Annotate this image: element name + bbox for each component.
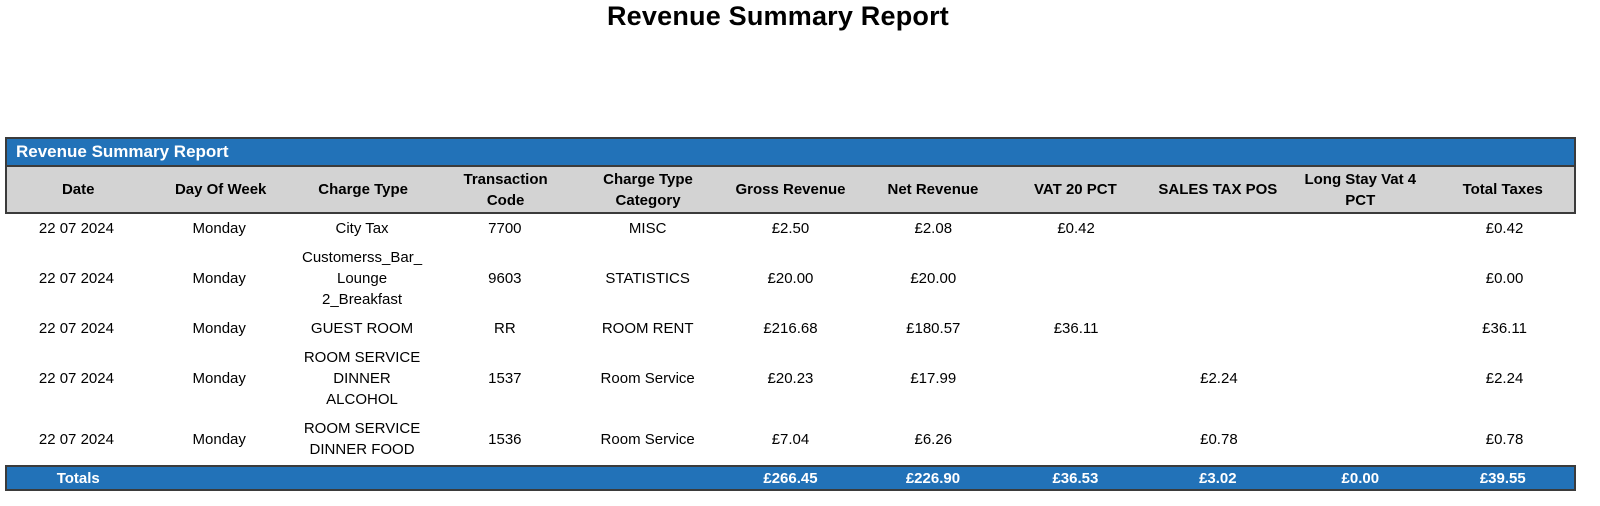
cell-transaction-code: 7700: [488, 220, 522, 237]
cell-vat-20-pct: £0.42: [1057, 220, 1095, 237]
col-header-date: Date: [61, 181, 95, 198]
totals-row: Totals £266.45 £226.90 £36.53 £3.02 £0.0…: [5, 465, 1576, 491]
cell-day-of-week: Monday: [192, 430, 246, 448]
cell-charge-type-category: Room Service: [600, 370, 695, 387]
totals-total-taxes: £39.55: [1479, 469, 1526, 487]
cell-charge-type: GUEST ROOM: [310, 320, 414, 337]
totals-vat-20-pct: £36.53: [1052, 469, 1099, 487]
cell-net-revenue: £17.99: [910, 370, 957, 387]
cell-charge-type: City Tax: [335, 220, 389, 237]
cell-charge-type: ROOM SERVICE DINNER FOOD: [303, 420, 421, 458]
cell-net-revenue: £20.00: [910, 270, 957, 287]
cell-sales-tax-pos: £0.78: [1200, 430, 1238, 448]
cell-transaction-code: RR: [494, 320, 516, 337]
cell-gross-revenue: £20.23: [767, 370, 814, 387]
cell-total-taxes: £0.00: [1485, 270, 1524, 287]
cell-date: 22 07 2024: [38, 320, 114, 337]
col-header-net-revenue: Net Revenue: [887, 181, 979, 198]
cell-transaction-code: 1536: [488, 430, 522, 448]
table-title-bar: Revenue Summary Report: [7, 139, 1574, 167]
table-head-block: Revenue Summary Report Date Day Of Week …: [5, 137, 1576, 214]
cell-net-revenue: £2.08: [914, 220, 953, 237]
cell-total-taxes: £36.11: [1482, 320, 1527, 337]
cell-transaction-code: 9603: [488, 270, 522, 287]
table-body: 22 07 2024 Monday City Tax 7700 MISC £2.…: [5, 214, 1576, 464]
cell-net-revenue: £6.26: [914, 430, 953, 448]
cell-net-revenue: £180.57: [906, 320, 961, 337]
totals-gross-revenue: £266.45: [763, 469, 818, 487]
totals-sales-tax-pos: £3.02: [1199, 469, 1237, 487]
cell-total-taxes: £2.24: [1485, 370, 1524, 387]
table-header-row: Date Day Of Week Charge Type Transaction…: [7, 167, 1574, 212]
cell-gross-revenue: £216.68: [763, 320, 818, 337]
table-row: 22 07 2024 Monday ROOM SERVICE DINNER AL…: [5, 343, 1576, 414]
col-header-vat-20-pct: VAT 20 PCT: [1034, 181, 1117, 198]
totals-label: Totals: [56, 469, 100, 487]
col-header-long-stay-vat-4-pct: Long Stay Vat 4 PCT: [1304, 170, 1417, 209]
table-row: 22 07 2024 Monday ROOM SERVICE DINNER FO…: [5, 414, 1576, 464]
revenue-summary-table: Revenue Summary Report Date Day Of Week …: [5, 137, 1576, 491]
table-title: Revenue Summary Report: [16, 142, 229, 161]
cell-vat-20-pct: £36.11: [1053, 320, 1099, 337]
cell-gross-revenue: £20.00: [767, 270, 814, 287]
cell-day-of-week: Monday: [192, 370, 246, 387]
col-header-charge-type-category: Charge Type Category: [603, 170, 693, 209]
cell-date: 22 07 2024: [38, 430, 114, 448]
table-row: 22 07 2024 Monday Customerss_Bar_ Lounge…: [5, 243, 1576, 314]
page-title: Revenue Summary Report: [606, 1, 949, 31]
cell-day-of-week: Monday: [192, 320, 246, 337]
cell-total-taxes: £0.42: [1485, 220, 1524, 237]
cell-gross-revenue: £7.04: [771, 430, 810, 448]
cell-date: 22 07 2024: [38, 220, 114, 237]
cell-sales-tax-pos: £2.24: [1200, 370, 1238, 387]
col-header-gross-revenue: Gross Revenue: [735, 181, 846, 198]
col-header-total-taxes: Total Taxes: [1462, 181, 1543, 198]
totals-long-stay-vat-4-pct: £0.00: [1341, 469, 1380, 487]
table-row: 22 07 2024 Monday City Tax 7700 MISC £2.…: [5, 214, 1576, 243]
cell-charge-type-category: Room Service: [600, 430, 695, 448]
col-header-transaction-code: Transaction Code: [463, 170, 548, 209]
cell-day-of-week: Monday: [192, 270, 246, 287]
cell-total-taxes: £0.78: [1485, 430, 1524, 448]
cell-gross-revenue: £2.50: [771, 220, 810, 237]
col-header-sales-tax-pos: SALES TAX POS: [1158, 181, 1278, 198]
cell-date: 22 07 2024: [38, 370, 114, 387]
table-row: 22 07 2024 Monday GUEST ROOM RR ROOM REN…: [5, 314, 1576, 343]
cell-charge-type-category: STATISTICS: [605, 270, 690, 287]
col-header-day-of-week: Day Of Week: [174, 181, 267, 198]
totals-net-revenue: £226.90: [905, 469, 961, 487]
cell-date: 22 07 2024: [38, 270, 114, 287]
cell-charge-type-category: ROOM RENT: [601, 320, 694, 337]
cell-day-of-week: Monday: [192, 220, 246, 237]
cell-transaction-code: 1537: [488, 370, 522, 387]
cell-charge-type: ROOM SERVICE DINNER ALCOHOL: [303, 349, 421, 408]
col-header-charge-type: Charge Type: [318, 181, 408, 198]
cell-charge-type: Customerss_Bar_ Lounge 2_Breakfast: [302, 249, 423, 308]
cell-charge-type-category: MISC: [628, 220, 667, 237]
